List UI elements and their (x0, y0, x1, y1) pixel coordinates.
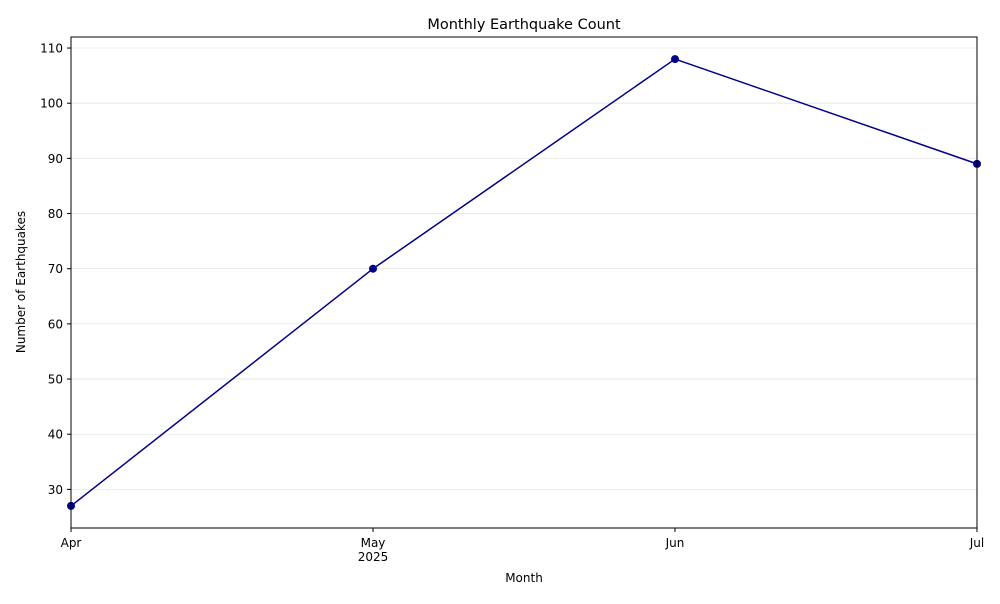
plot-frame (70, 36, 978, 529)
x-tick-label: May (361, 536, 386, 550)
x-tick-label: Jun (665, 536, 685, 550)
data-point (671, 55, 679, 64)
y-tick-label: 60 (48, 317, 63, 331)
grid-lines (71, 47, 977, 490)
y-tick-label: 100 (40, 97, 63, 111)
y-tick-label: 50 (48, 373, 63, 387)
y-tick-label: 80 (48, 207, 63, 221)
x-tick-label: Apr (61, 536, 82, 550)
y-tick-label: 90 (48, 152, 63, 166)
y-tick-label: 40 (48, 428, 63, 442)
data-point (369, 264, 377, 273)
x-tick-sublabel: 2025 (358, 550, 389, 564)
y-tick-label: 70 (48, 262, 63, 276)
y-axis-label: Number of Earthquakes (14, 211, 28, 353)
y-tick-label: 30 (48, 483, 63, 497)
x-tick-label: Jul (969, 536, 984, 550)
y-tick-label: 110 (40, 42, 63, 56)
x-axis-label: Month (505, 571, 543, 585)
series-line (70, 58, 978, 507)
chart-title: Monthly Earthquake Count (427, 17, 621, 33)
